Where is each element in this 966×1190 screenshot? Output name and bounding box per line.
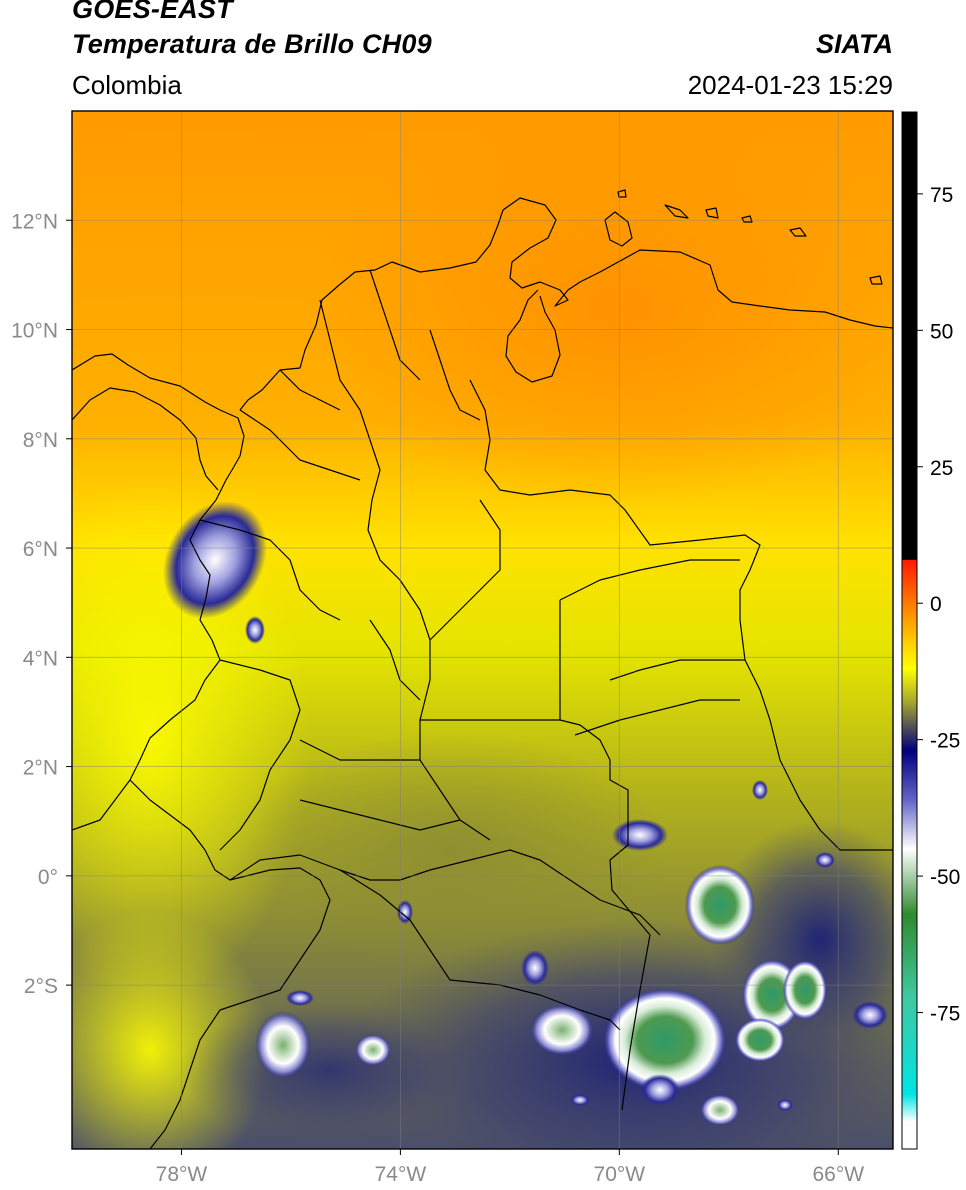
small-island-3 xyxy=(617,189,627,198)
panama-coastline xyxy=(72,353,245,481)
colorbar-tick-label: -50 xyxy=(930,866,960,889)
guajira-peninsula xyxy=(239,209,504,411)
map-axis-ticks: 78°W 74°W 70°W 66°W 12°N 10°N 8°N 6°N 4°N 2°N 0° 2°… xyxy=(11,210,864,1186)
colorbar-scale xyxy=(901,111,918,1150)
colorbar-tick-label: 25 xyxy=(930,457,953,480)
colorbar-tick-label: 75 xyxy=(930,184,953,207)
satellite-title: GOES-EAST xyxy=(72,0,233,24)
colorbar-tick-label: 50 xyxy=(930,320,953,343)
lat-tick-label: 2°N xyxy=(23,757,58,780)
panama-south-coast xyxy=(72,387,219,491)
brightness-temperature-field xyxy=(72,111,893,1149)
lat-tick-label: 4°N xyxy=(23,647,58,670)
lat-tick-label: 2°S xyxy=(24,975,58,998)
product-title: Temperatura de Brillo CH09 xyxy=(72,29,432,59)
colombia-peru-border xyxy=(339,869,621,1031)
lon-tick-label: 66°W xyxy=(812,1163,864,1186)
lon-tick-label: 70°W xyxy=(594,1163,646,1186)
colombia-brazil-border xyxy=(559,600,651,1111)
bonaire-island xyxy=(705,207,719,219)
venezuela-coastline xyxy=(502,197,893,329)
department-borders xyxy=(199,269,745,851)
lon-tick-label: 78°W xyxy=(156,1163,208,1186)
small-island-4 xyxy=(741,215,753,223)
curacao-island xyxy=(604,211,633,247)
ecuador-coast xyxy=(129,779,331,1149)
colombia-ecuador-border xyxy=(229,849,661,936)
lat-tick-label: 8°N xyxy=(23,429,58,452)
lat-tick-label: 10°N xyxy=(11,320,58,343)
region-label: Colombia xyxy=(72,70,182,100)
lon-tick-label: 74°W xyxy=(375,1163,427,1186)
small-island xyxy=(789,227,807,237)
brand-label: SIATA xyxy=(816,29,893,59)
colorbar-tick-label: 0 xyxy=(930,593,942,616)
datetime-label: 2024-01-23 15:29 xyxy=(687,70,893,100)
colorbar-ticks: 75 50 25 0 -25 -50 -75 xyxy=(917,184,960,1026)
lat-tick-label: 6°N xyxy=(23,538,58,561)
lat-tick-label: 0° xyxy=(38,866,58,889)
map-frame xyxy=(71,110,894,1150)
small-island-2 xyxy=(869,275,883,285)
lake-maracaibo xyxy=(505,289,561,383)
lat-tick-label: 12°N xyxy=(11,210,58,233)
graticule xyxy=(72,111,893,1149)
colorbar-tick-label: -25 xyxy=(930,730,960,753)
colorbar-tick-label: -75 xyxy=(930,1003,960,1026)
aruba-island xyxy=(664,204,689,219)
